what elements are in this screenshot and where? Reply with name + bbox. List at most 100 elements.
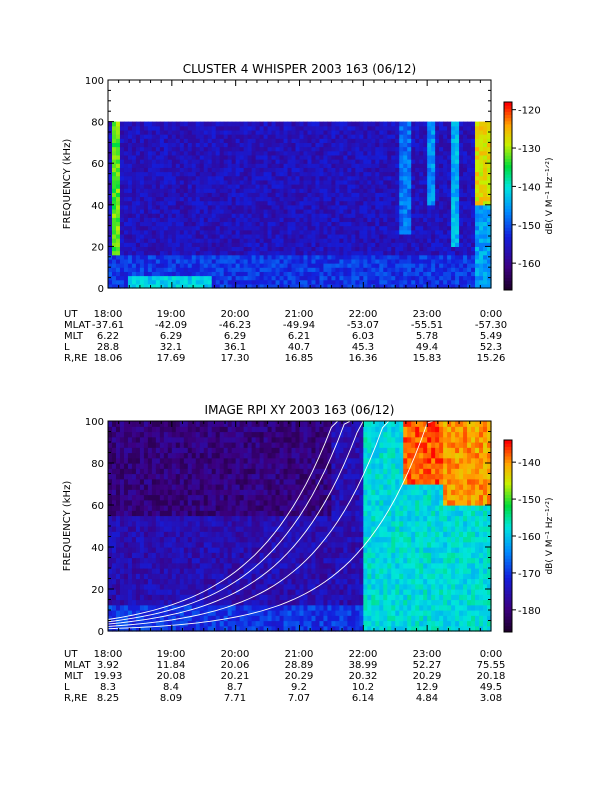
spectrogram-cell — [267, 154, 273, 160]
spectrogram-cell — [135, 134, 141, 139]
spectrogram-cell — [119, 213, 125, 218]
spectrogram-cell — [139, 263, 145, 268]
spectrogram-cell — [187, 421, 193, 427]
spectrogram-cell — [455, 142, 460, 148]
spectrogram-cell — [275, 175, 281, 181]
spectrogram-cell — [123, 146, 129, 152]
spectrogram-cell — [343, 134, 348, 139]
spectrogram-cell — [167, 200, 173, 206]
spectrogram-cell — [199, 150, 205, 156]
spectrogram-cell — [267, 254, 273, 260]
spectrogram-cell — [179, 541, 185, 548]
spectrogram-cell — [259, 125, 265, 131]
spectrogram-cell — [179, 520, 185, 527]
spectrogram-cell — [267, 233, 273, 239]
spectrogram-cell — [463, 167, 468, 173]
spectrogram-cell — [311, 154, 317, 160]
spectrogram-cell — [339, 179, 344, 185]
spectrogram-cell — [375, 154, 380, 160]
spectrogram-cell — [475, 263, 480, 268]
spectrogram-cell — [311, 184, 317, 189]
spectrogram-cell — [371, 179, 376, 185]
spectrogram-cell — [187, 442, 193, 448]
spectrogram-cell — [367, 221, 372, 227]
spectrogram-cell — [435, 242, 440, 247]
colorbar-swatch — [504, 233, 512, 238]
spectrogram-cell — [451, 175, 456, 181]
spectrogram-cell — [335, 263, 340, 268]
spectrogram-cell — [211, 150, 217, 156]
spectrogram-cell — [359, 221, 364, 227]
spectrogram-cell — [335, 200, 340, 206]
spectrogram-cell — [123, 499, 129, 506]
spectrogram-cell — [119, 526, 125, 532]
spectrogram-cell — [199, 238, 205, 243]
spectrogram-cell — [391, 121, 396, 127]
spectrogram-cell — [431, 188, 436, 193]
spectrogram-cell — [119, 478, 125, 485]
spectrogram-cell — [171, 250, 177, 256]
spectrogram-cell — [171, 473, 177, 480]
spectrogram-cell — [455, 192, 460, 198]
spectrogram-cell — [487, 200, 492, 206]
spectrogram-cell — [443, 267, 448, 272]
spectrogram-cell — [471, 229, 476, 235]
spectrogram-cell — [315, 179, 321, 185]
spectrogram-cell — [407, 179, 412, 185]
spectrogram-cell — [155, 179, 161, 185]
spectrogram-cell — [291, 121, 297, 127]
spectrogram-cell — [371, 142, 376, 148]
spectrogram-cell — [327, 267, 333, 272]
spectrogram-cell — [291, 150, 297, 156]
spectrogram-cell — [151, 163, 157, 168]
spectrogram-cell — [163, 283, 169, 289]
spectrogram-cell — [227, 134, 233, 139]
spectrogram-cell — [139, 154, 145, 160]
spectrogram-cell — [203, 217, 209, 223]
spectrogram-cell — [463, 121, 468, 127]
spectrogram-cell — [131, 175, 137, 181]
spectrogram-cell — [151, 179, 157, 185]
spectrogram-cell — [339, 129, 344, 135]
spectrogram-cell — [235, 271, 241, 277]
spectrogram-cell — [151, 196, 157, 202]
spectrogram-cell — [351, 171, 356, 177]
spectrogram-cell — [267, 138, 273, 143]
spectrogram-cell — [147, 196, 153, 202]
spectrogram-cell — [291, 283, 297, 289]
spectrogram-cell — [123, 610, 129, 616]
spectrogram-cell — [183, 233, 189, 239]
spectrogram-cell — [287, 254, 293, 260]
spectrogram-cell — [339, 200, 344, 206]
spectrogram-cell — [423, 250, 428, 256]
spectrogram-cell — [235, 167, 241, 173]
spectrogram-cell — [159, 171, 165, 177]
spectrogram-cell — [123, 129, 129, 135]
spectrogram-cell — [391, 179, 396, 185]
spectrogram-cell — [191, 510, 197, 517]
spectrogram-cell — [187, 275, 193, 281]
spectrogram-cell — [339, 221, 344, 227]
spectrogram-cell — [403, 192, 408, 198]
spectrogram-cell — [199, 258, 205, 264]
spectrogram-cell — [167, 163, 173, 168]
spectrogram-cell — [463, 200, 468, 206]
spectrogram-cell — [211, 267, 217, 272]
spectrogram-cell — [183, 421, 189, 427]
spectrogram-cell — [159, 271, 165, 277]
spectrogram-cell — [175, 283, 181, 289]
spectrogram-cell — [255, 138, 261, 143]
spectrogram-cell — [279, 225, 285, 231]
spectrogram-cell — [147, 154, 153, 160]
spectrogram-cell — [131, 478, 137, 485]
spectrogram-cell — [307, 138, 313, 143]
spectrogram-cell — [379, 159, 384, 164]
spectrogram-cell — [127, 499, 133, 506]
spectrogram-cell — [151, 578, 157, 585]
spectrogram-cell — [299, 217, 305, 223]
spectrogram-cell — [379, 204, 384, 210]
spectrogram-cell — [151, 520, 157, 527]
spectrogram-cell — [211, 200, 217, 206]
spectrogram-cell — [399, 246, 404, 252]
spectrogram-cell — [343, 159, 348, 164]
